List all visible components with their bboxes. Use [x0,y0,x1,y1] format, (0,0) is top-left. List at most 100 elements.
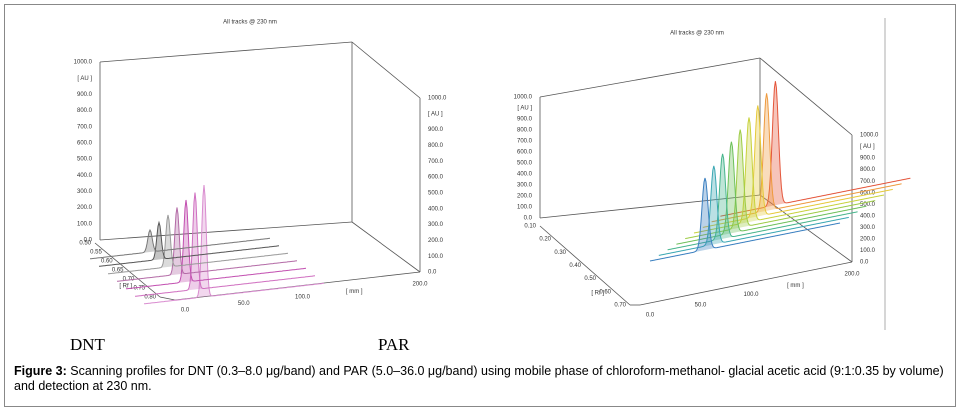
tick-label: [ AU ] [77,76,92,82]
tick-label: 700.0 [428,159,444,165]
tick-label: 0.65 [112,268,124,274]
axis-line [159,296,176,301]
tick-label: 0.30 [554,250,566,256]
tick-label: 900.0 [860,156,876,162]
peak-trace [116,207,298,282]
axis-line [539,225,631,306]
tick-label: 500.0 [860,202,876,208]
tick-label: 0.50 [79,241,91,247]
tick-label: 600.0 [77,140,93,146]
tick-label: 50.0 [238,301,250,307]
tick-label: 0.0 [524,216,533,222]
tick-label: 200.0 [517,194,533,200]
tick-label: 800.0 [860,167,876,173]
tick-label: 0.10 [524,224,536,230]
tick-label: 700.0 [860,179,876,185]
tick-label: 0.0 [428,270,437,276]
tick-label: 200.0 [844,272,860,278]
tick-label: 400.0 [77,173,93,179]
tick-label: 800.0 [77,108,93,114]
peak-trace [134,192,316,297]
tick-label: 0.70 [614,303,626,309]
tick-label: 100.0 [428,254,444,260]
tick-label: 0.20 [539,237,551,243]
peak-trace [107,214,289,275]
tick-label: 400.0 [517,172,533,178]
tick-label: 0.0 [646,313,655,319]
tick-label: 0.40 [569,263,581,269]
tick-label: 1000.0 [860,133,879,139]
peak-trace [676,141,867,245]
peak-trace [98,220,280,267]
axis-label: [ Rf ] [119,284,132,290]
panel-title: All tracks @ 230 nm [670,31,724,37]
caption-text: Scanning profiles for DNT (0.3–8.0 μg/ba… [14,364,944,393]
tick-label: 100.0 [743,292,759,298]
peak-trace [125,199,307,290]
axis-line [539,194,761,219]
axis-label: [ mm ] [787,283,804,289]
tick-label: 0.75 [133,286,145,292]
tick-label: 0.60 [599,289,611,295]
tick-label: [ AU ] [860,144,875,150]
axis-line [759,57,853,136]
tick-label: 1000.0 [428,96,447,102]
axis-label: [ mm ] [346,289,363,295]
axis-line [94,242,161,298]
tick-label: 0.60 [101,259,113,265]
tick-label: 300.0 [428,222,444,228]
figure-frame [4,4,956,407]
tick-label: 0.0 [84,238,93,244]
peak-trace [89,228,271,260]
tick-label: 300.0 [517,183,533,189]
panel-label: PAR [378,335,410,354]
tick-label: 500.0 [517,161,533,167]
tick-label: 100.0 [517,205,533,211]
peak-trace [685,129,876,240]
tick-label: 200.0 [412,282,428,288]
tick-label: 0.0 [181,308,190,314]
tick-label: 100.0 [77,221,93,227]
peak-trace [720,81,911,217]
panel-label: DNT [70,335,106,354]
tick-label: 0.0 [860,260,869,266]
tick-label: 200.0 [77,205,93,211]
axis-line [539,57,761,98]
tick-label: 1000.0 [514,95,533,101]
panel-title: All tracks @ 230 nm [223,20,277,26]
tick-label: 600.0 [517,150,533,156]
caption: Figure 3: Scanning profiles for DNT (0.3… [14,364,949,394]
tick-label: 1000.0 [74,60,93,66]
peak-trace [143,184,325,305]
tick-label: 100.0 [860,248,876,254]
tick-label: 300.0 [860,225,876,231]
tick-label: [ AU ] [517,106,532,112]
tick-label: 600.0 [860,190,876,196]
tick-label: 800.0 [517,128,533,134]
tick-label: 500.0 [77,157,93,163]
tick-label: 700.0 [77,124,93,130]
peak-trace [702,105,893,228]
tick-label: [ AU ] [428,111,443,117]
peak-trace [658,165,849,256]
axis-line [351,41,421,99]
tick-label: 800.0 [428,143,444,149]
caption-label: Figure 3: [14,364,67,378]
axis-line [351,221,421,273]
tick-label: 900.0 [77,92,93,98]
peak-trace [693,117,885,234]
axis-line [639,261,853,306]
tick-label: 500.0 [428,190,444,196]
tick-label: 700.0 [517,139,533,145]
tick-label: 0.50 [584,276,596,282]
tick-label: 400.0 [428,206,444,212]
tick-label: 900.0 [517,117,533,123]
tick-label: 50.0 [695,302,707,308]
tick-label: 100.0 [295,295,311,301]
peak-trace [649,177,841,262]
tick-label: 200.0 [860,236,876,242]
tick-label: 200.0 [428,238,444,244]
tick-label: 0.55 [90,250,102,256]
peak-trace [711,93,902,223]
